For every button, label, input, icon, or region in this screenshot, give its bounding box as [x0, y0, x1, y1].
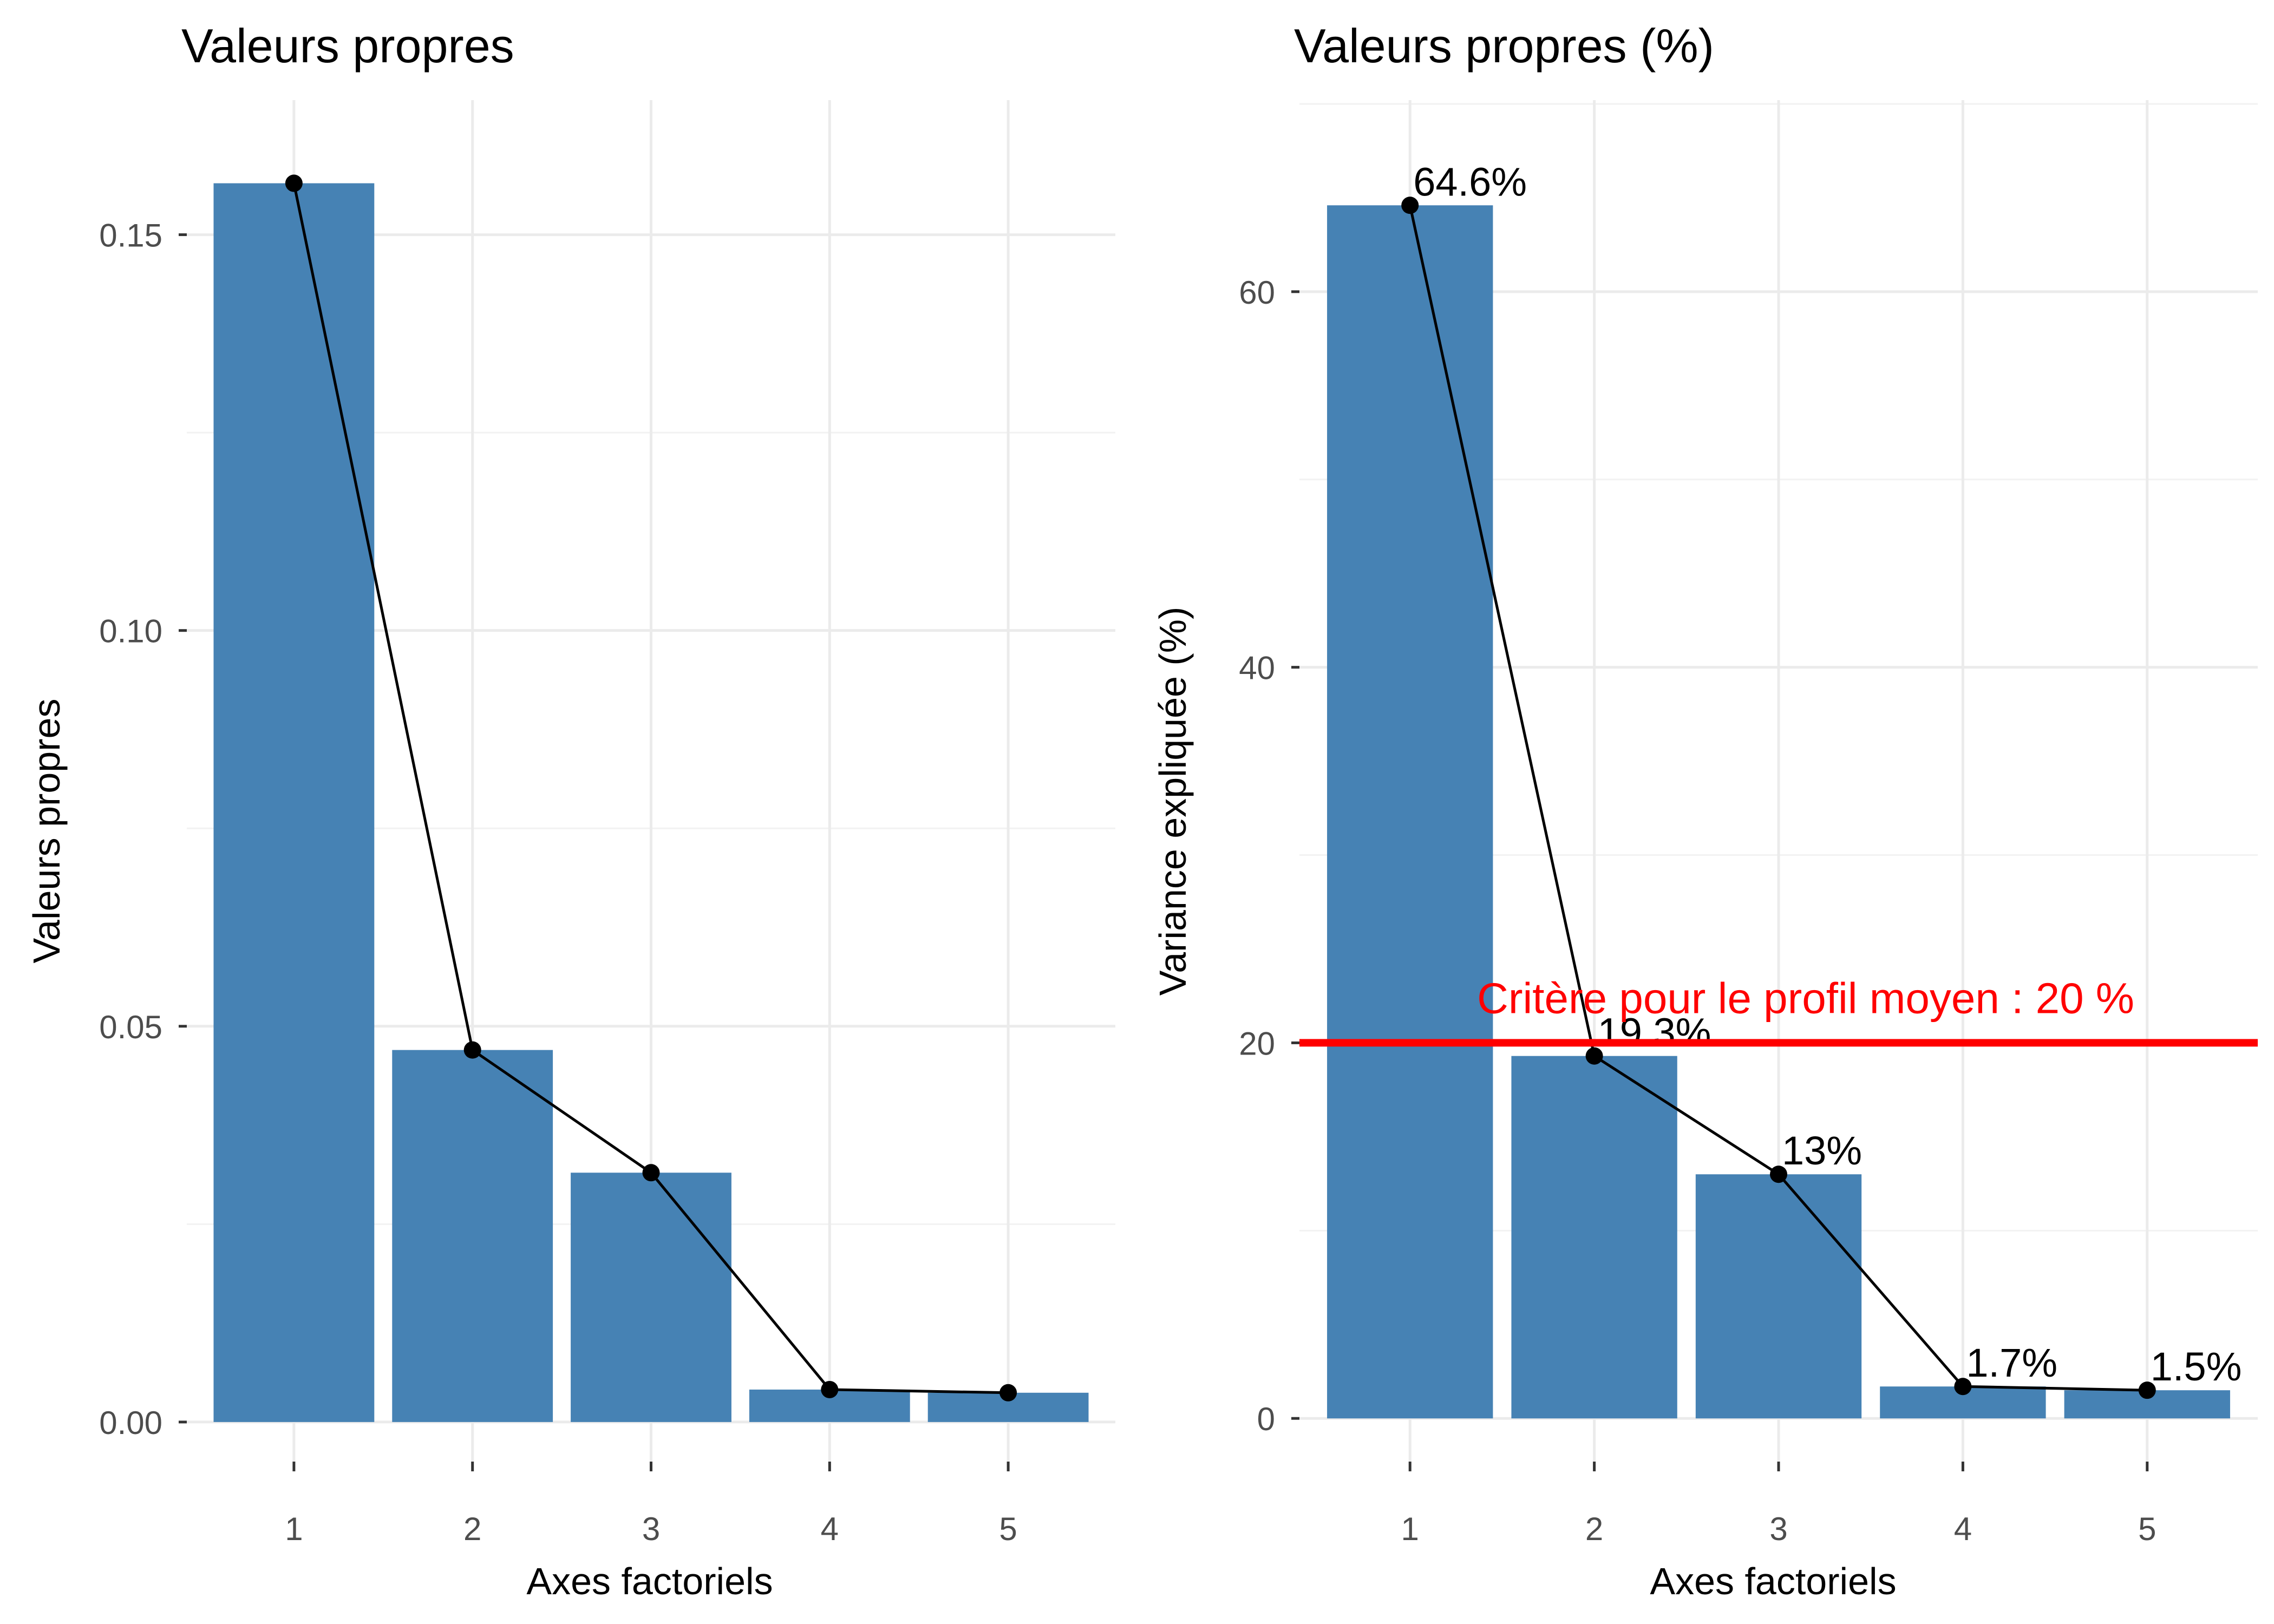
line-series: [285, 174, 1017, 1402]
x-axis-label: Axes factoriels: [1650, 1560, 1896, 1602]
y-tick-label: 0.15: [99, 218, 162, 254]
eigenvalues-panel: Valeurs propres 0.00 0.05 0.10 0.15 1 2 3 4 5 A…: [25, 19, 1115, 1602]
x-axis: 1 2 3 4 5: [285, 1462, 1017, 1547]
x-tick-label: 5: [2138, 1511, 2156, 1547]
x-tick-label: 2: [463, 1511, 481, 1547]
data-point: [285, 174, 303, 192]
line-series: [1401, 197, 2156, 1399]
x-tick-label: 1: [1401, 1511, 1419, 1547]
data-point: [821, 1380, 839, 1398]
bar: [392, 1050, 553, 1422]
y-axis-label: Valeurs propres: [25, 699, 68, 964]
data-label: 19.3%: [1598, 1010, 1711, 1055]
explained-variance-panel: Valeurs propres (%) 64.6% 19.3% 13% 1.7% 1.5…: [1152, 19, 2258, 1602]
data-label: 1.7%: [1966, 1340, 2057, 1385]
data-point: [642, 1164, 660, 1182]
data-point: [1770, 1165, 1787, 1183]
data-point: [2138, 1381, 2156, 1399]
x-axis-label: Axes factoriels: [526, 1560, 773, 1602]
x-tick-label: 4: [821, 1511, 839, 1547]
x-axis: 1 2 3 4 5: [1401, 1462, 2156, 1547]
x-tick-label: 2: [1585, 1511, 1603, 1547]
y-tick-label: 0.05: [99, 1009, 162, 1045]
chart-title: Valeurs propres (%): [1294, 19, 1714, 73]
bar: [1511, 1056, 1677, 1419]
y-tick-label: 60: [1239, 274, 1275, 311]
data-point: [1401, 197, 1419, 214]
chart-title: Valeurs propres: [181, 19, 514, 73]
bar: [571, 1173, 731, 1422]
bar: [1327, 205, 1493, 1419]
bar-series: [213, 183, 1089, 1422]
x-tick-label: 4: [1954, 1511, 1972, 1547]
data-label: 64.6%: [1413, 159, 1527, 204]
bar: [1695, 1174, 1862, 1419]
y-tick-label: 40: [1239, 650, 1275, 686]
y-axis-label: Variance expliquée (%): [1152, 607, 1194, 996]
data-point: [463, 1041, 481, 1059]
x-tick-label: 3: [1769, 1511, 1787, 1547]
y-tick-label: 20: [1239, 1025, 1275, 1062]
data-point: [1585, 1047, 1603, 1065]
data-label: 1.5%: [2151, 1344, 2242, 1389]
bar-series: [1327, 205, 2230, 1419]
x-tick-label: 1: [285, 1511, 303, 1547]
x-tick-label: 3: [642, 1511, 660, 1547]
y-axis: 0.00 0.05 0.10 0.15: [99, 218, 187, 1441]
y-tick-label: 0.00: [99, 1405, 162, 1441]
y-axis: 0 20 40 60: [1239, 274, 1299, 1437]
data-point: [999, 1384, 1017, 1402]
data-label: 13%: [1782, 1128, 1862, 1173]
y-tick-label: 0: [1257, 1401, 1275, 1437]
bar: [213, 183, 375, 1422]
x-tick-label: 5: [999, 1511, 1017, 1547]
reference-line-label: Critère pour le profil moyen : 20 %: [1477, 974, 2134, 1022]
data-labels: 64.6% 19.3% 13% 1.7% 1.5%: [1413, 159, 2242, 1389]
reference-line-group: Critère pour le profil moyen : 20 %: [1299, 974, 2258, 1047]
data-point: [1954, 1378, 1972, 1396]
y-tick-label: 0.10: [99, 613, 162, 650]
